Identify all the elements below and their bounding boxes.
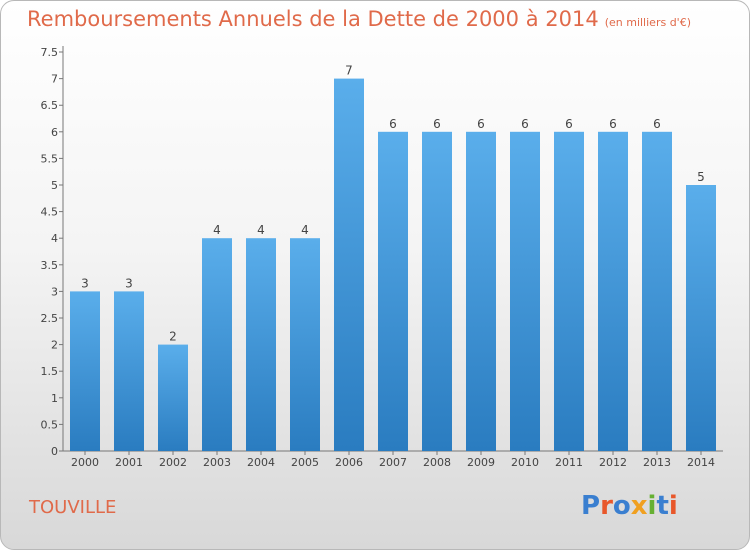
x-tick-label: 2008 [423, 456, 451, 469]
logo-letter: i [668, 491, 678, 521]
x-tick-label: 2000 [71, 456, 99, 469]
x-tick-label: 2001 [115, 456, 143, 469]
logo-letter: P [581, 491, 601, 521]
y-tick-label: 6.5 [41, 99, 59, 112]
bar-value-label: 6 [433, 117, 441, 131]
bar-value-label: 7 [345, 64, 353, 78]
chart-data-labels: 3 3 2 4 4 4 7 6 6 6 6 6 6 6 5 [81, 64, 705, 344]
bar-2013 [642, 131, 672, 452]
bar-value-label: 3 [125, 276, 133, 290]
proxiti-logo[interactable]: Proxiti [581, 491, 678, 521]
chart-axes: 0 0.5 1 1.5 2 2.5 3 3.5 4 4.5 5 5.5 6 6.5 7 7.5 2000 2001… [41, 46, 723, 469]
bar-value-label: 6 [477, 117, 485, 131]
bar-2008 [422, 131, 452, 452]
y-tick-label: 6 [51, 126, 58, 139]
x-tick-label: 2009 [467, 456, 495, 469]
y-tick-label: 5.5 [41, 152, 59, 165]
bar-value-label: 6 [653, 117, 661, 131]
bar-2014 [686, 185, 716, 451]
bar-value-label: 4 [301, 223, 309, 237]
y-tick-label: 0 [51, 445, 58, 458]
bar-2012 [598, 131, 628, 452]
bar-2003 [202, 238, 232, 451]
y-tick-label: 7.5 [41, 46, 59, 59]
y-tick-label: 2.5 [41, 312, 59, 325]
logo-letter: x [630, 491, 648, 521]
bar-2004 [246, 238, 276, 451]
x-tick-label: 2014 [687, 456, 715, 469]
y-tick-label: 4.5 [41, 206, 59, 219]
x-tick-label: 2002 [159, 456, 187, 469]
y-tick-label: 7 [51, 73, 58, 86]
chart-bars [70, 78, 716, 452]
bar-value-label: 4 [257, 223, 265, 237]
bar-value-label: 6 [565, 117, 573, 131]
chart-title-text: Remboursements Annuels de la Dette de 20… [27, 7, 599, 31]
logo-letter: r [600, 491, 613, 521]
x-tick-label: 2013 [643, 456, 671, 469]
bar-value-label: 6 [389, 117, 397, 131]
chart-unit: (en milliers d'€) [604, 16, 691, 29]
y-tick-label: 1.5 [41, 365, 59, 378]
x-tick-label: 2012 [599, 456, 627, 469]
chart-title: Remboursements Annuels de la Dette de 20… [27, 7, 691, 31]
bar-value-label: 5 [697, 170, 705, 184]
x-tick-label: 2004 [247, 456, 275, 469]
x-tick-label: 2007 [379, 456, 407, 469]
bar-2007 [378, 131, 408, 452]
bar-value-label: 3 [81, 276, 89, 290]
y-tick-label: 2 [51, 339, 58, 352]
x-tick-label: 2011 [555, 456, 583, 469]
bar-2000 [70, 291, 100, 451]
bar-2011 [554, 131, 584, 452]
bar-value-label: 6 [609, 117, 617, 131]
bar-2010 [510, 131, 540, 452]
x-tick-label: 2006 [335, 456, 363, 469]
x-tick-label: 2010 [511, 456, 539, 469]
bar-2006 [334, 78, 364, 451]
y-tick-label: 5 [51, 179, 58, 192]
x-tick-label: 2003 [203, 456, 231, 469]
logo-letter: t [656, 491, 669, 521]
bar-2002 [158, 344, 188, 451]
commune-name: TOUVILLE [29, 497, 117, 518]
logo-letter: o [612, 491, 631, 521]
bar-2005 [290, 238, 320, 451]
bar-value-label: 6 [521, 117, 529, 131]
bar-value-label: 4 [213, 223, 221, 237]
bar-2009 [466, 131, 496, 452]
y-tick-label: 1 [51, 392, 58, 405]
y-tick-label: 3.5 [41, 259, 59, 272]
y-tick-label: 0.5 [41, 418, 59, 431]
bar-2001 [114, 291, 144, 451]
x-tick-label: 2005 [291, 456, 319, 469]
y-tick-label: 4 [51, 232, 58, 245]
bar-value-label: 2 [169, 330, 177, 344]
logo-letter: i [647, 491, 657, 521]
y-tick-label: 3 [51, 285, 58, 298]
